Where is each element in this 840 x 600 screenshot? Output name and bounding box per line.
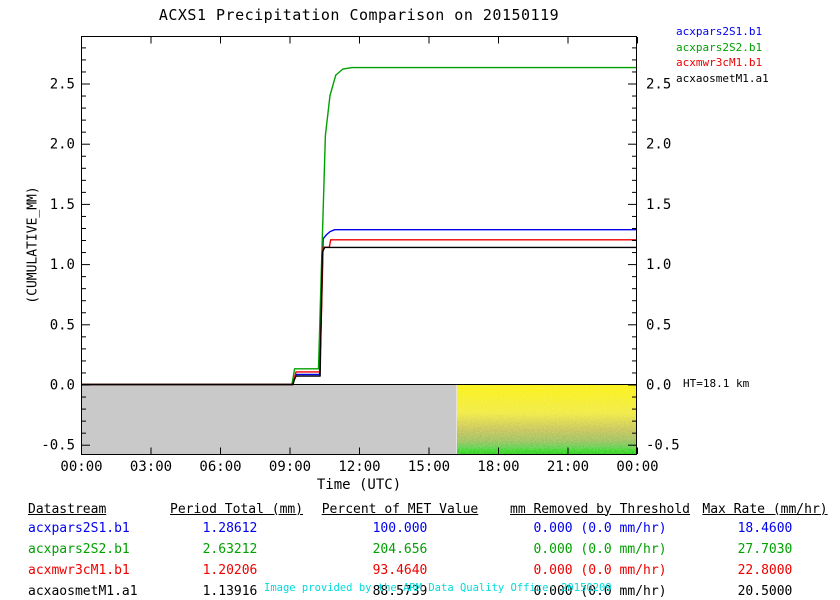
chart-title: ACXS1 Precipitation Comparison on 201501… xyxy=(158,6,560,24)
x-axis-label: Time (UTC) xyxy=(316,477,402,493)
legend-item: acxaosmetM1.a1 xyxy=(676,71,769,85)
table-cell: 1.28612 xyxy=(202,521,258,536)
y-tick-label-right: 2.0 xyxy=(646,137,671,153)
table-header: Percent of MET Value xyxy=(321,501,479,517)
table-cell: acxaosmetM1.a1 xyxy=(28,584,138,599)
x-tick-label: 15:00 xyxy=(408,459,450,475)
y-tick-label-left: 1.5 xyxy=(50,197,75,213)
x-tick-label: 18:00 xyxy=(477,459,519,475)
table-header: Max Rate (mm/hr) xyxy=(702,501,828,517)
table-cell: 2.63212 xyxy=(202,542,258,557)
y-tick-label-left: 2.0 xyxy=(50,137,75,153)
table-header: Datastream xyxy=(28,501,107,517)
y-tick-label-right: 0.5 xyxy=(646,317,671,333)
table-header: Period Total (mm) xyxy=(170,501,304,517)
series-line-acxaosmetM1.a1 xyxy=(81,246,637,386)
y-tick-label-right: 0.0 xyxy=(646,378,671,394)
table-cell: 0.000 (0.0 mm/hr) xyxy=(533,563,667,578)
table-cell: 93.4640 xyxy=(372,563,428,578)
series-line-acxmwr3cM1.b1 xyxy=(81,239,637,386)
table-cell: 22.8000 xyxy=(737,563,793,578)
y-tick-label-left: 1.0 xyxy=(50,257,75,273)
footer-credit: Image provided by the ARM Data Quality O… xyxy=(264,582,612,594)
y-tick-label-left: 0.5 xyxy=(50,317,75,333)
table-header: mm Removed by Threshold xyxy=(510,501,691,517)
x-tick-label: 21:00 xyxy=(547,459,589,475)
radar-noise-speckle xyxy=(456,385,637,455)
table-cell: 1.20206 xyxy=(202,563,258,578)
y-tick-label-left: -0.5 xyxy=(41,438,75,454)
x-tick-label: 06:00 xyxy=(199,459,241,475)
table-row: acxpars2S1.b1 1.28612 100.000 0.000 (0.0 mm… xyxy=(0,518,840,539)
legend-item: acxpars2S1.b1 xyxy=(676,25,763,38)
series-line-acxpars2S1.b1 xyxy=(81,229,637,386)
x-tick-label: 03:00 xyxy=(130,459,172,475)
table-cell: 18.4600 xyxy=(737,521,793,536)
legend-item: acxmwr3cM1.b1 xyxy=(676,56,763,69)
y-tick-label-right: 1.0 xyxy=(646,257,671,273)
height-annotation: HT=18.1 km xyxy=(683,377,750,390)
x-tick-label: 09:00 xyxy=(269,459,311,475)
table-cell: acxmwr3cM1.b1 xyxy=(28,563,130,578)
table-row: acxmwr3cM1.b1 1.20206 93.4640 0.000 (0.0 mm… xyxy=(0,560,840,581)
table-cell: 204.656 xyxy=(372,542,428,557)
table-row: acxpars2S2.b1 2.63212 204.656 0.000 (0.0 mm… xyxy=(0,539,840,560)
table-cell: acxpars2S1.b1 xyxy=(28,521,130,536)
axis-box xyxy=(81,36,637,455)
x-tick-label: 12:00 xyxy=(338,459,380,475)
series-line-acxpars2S2.b1 xyxy=(81,66,637,386)
table-cell: 0.000 (0.0 mm/hr) xyxy=(533,542,667,557)
y-tick-label-left: 0.0 xyxy=(50,378,75,394)
table-header-row: Datastream Period Total (mm) Percent of ME… xyxy=(0,500,840,518)
x-tick-label: 00:00 xyxy=(60,459,102,475)
summary-table: Datastream Period Total (mm) Percent of ME… xyxy=(0,500,840,600)
table-cell: 0.000 (0.0 mm/hr) xyxy=(533,584,667,599)
y-tick-label-left: 2.5 xyxy=(50,77,75,93)
plot-svg: 00:00 03:00 06:00 09:00 12:00 15:00 18:00 21:00… xyxy=(41,36,680,475)
table-cell: 100.000 xyxy=(372,521,428,536)
table-row: acxaosmetM1.a1 1.13916 88.5739 0.000 (0.0 m… xyxy=(0,581,840,600)
y-tick-label-right: -0.5 xyxy=(646,438,680,454)
table-cell: 27.7030 xyxy=(737,542,793,557)
y-tick-label-right: 1.5 xyxy=(646,197,671,213)
legend-item: acxpars2S2.b1 xyxy=(676,40,763,54)
y-axis-label: (CUMULATIVE_MM) xyxy=(25,186,41,304)
y-tick-label-right: 2.5 xyxy=(646,77,671,93)
gray-region xyxy=(81,385,457,455)
table-cell: 1.13916 xyxy=(202,584,258,599)
legend: acxpars2S1.b1 acxpars2S2.b1 acxmwr3cM1.b1 a… xyxy=(676,24,769,86)
x-tick-label: 00:00 xyxy=(616,459,658,475)
table-cell: 88.5739 xyxy=(372,584,428,599)
table-cell: 0.000 (0.0 mm/hr) xyxy=(533,521,667,536)
table-cell: 20.5000 xyxy=(737,584,793,599)
table-cell: acxpars2S2.b1 xyxy=(28,542,130,557)
